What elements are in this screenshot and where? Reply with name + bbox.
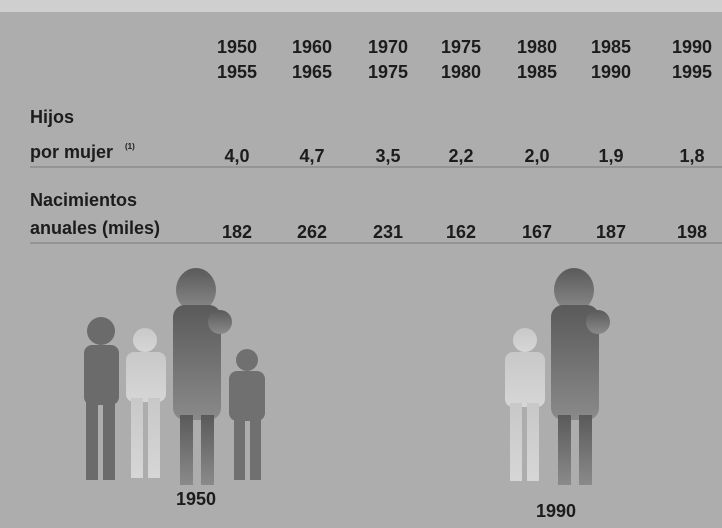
column-header: 1965	[292, 62, 332, 82]
column-header: 1990	[672, 37, 712, 57]
footnote-marker: (1)	[125, 142, 135, 151]
cell-value: 3,5	[375, 146, 400, 166]
figure-caption: 1950	[176, 489, 216, 509]
column-header: 1975	[368, 62, 408, 82]
column-header: 1950	[217, 37, 257, 57]
cell-value: 167	[522, 222, 552, 242]
row-label: anuales (miles)	[30, 218, 160, 238]
row-label: Hijos	[30, 107, 74, 127]
figure-caption: 1990	[536, 501, 576, 521]
cell-value: 262	[297, 222, 327, 242]
column-header: 1985	[517, 62, 557, 82]
cell-value: 231	[373, 222, 403, 242]
cell-value: 4,0	[224, 146, 249, 166]
column-header: 1970	[368, 37, 408, 57]
row-label: Nacimientos	[30, 190, 137, 210]
silhouettes-1950	[84, 268, 265, 485]
top-edge	[0, 0, 722, 12]
cell-value: 198	[677, 222, 707, 242]
row-label: por mujer	[30, 142, 113, 162]
cell-value: 187	[596, 222, 626, 242]
cell-value: 2,0	[524, 146, 549, 166]
cell-value: 4,7	[299, 146, 324, 166]
column-header: 1960	[292, 37, 332, 57]
cell-value: 162	[446, 222, 476, 242]
column-header: 1980	[441, 62, 481, 82]
silhouettes-1990	[505, 268, 610, 485]
column-header: 1995	[672, 62, 712, 82]
column-header: 1955	[217, 62, 257, 82]
column-header: 1975	[441, 37, 481, 57]
column-header: 1990	[591, 62, 631, 82]
column-header: 1980	[517, 37, 557, 57]
cell-value: 182	[222, 222, 252, 242]
cell-value: 1,9	[598, 146, 623, 166]
column-header: 1985	[591, 37, 631, 57]
cell-value: 2,2	[448, 146, 473, 166]
cell-value: 1,8	[679, 146, 704, 166]
